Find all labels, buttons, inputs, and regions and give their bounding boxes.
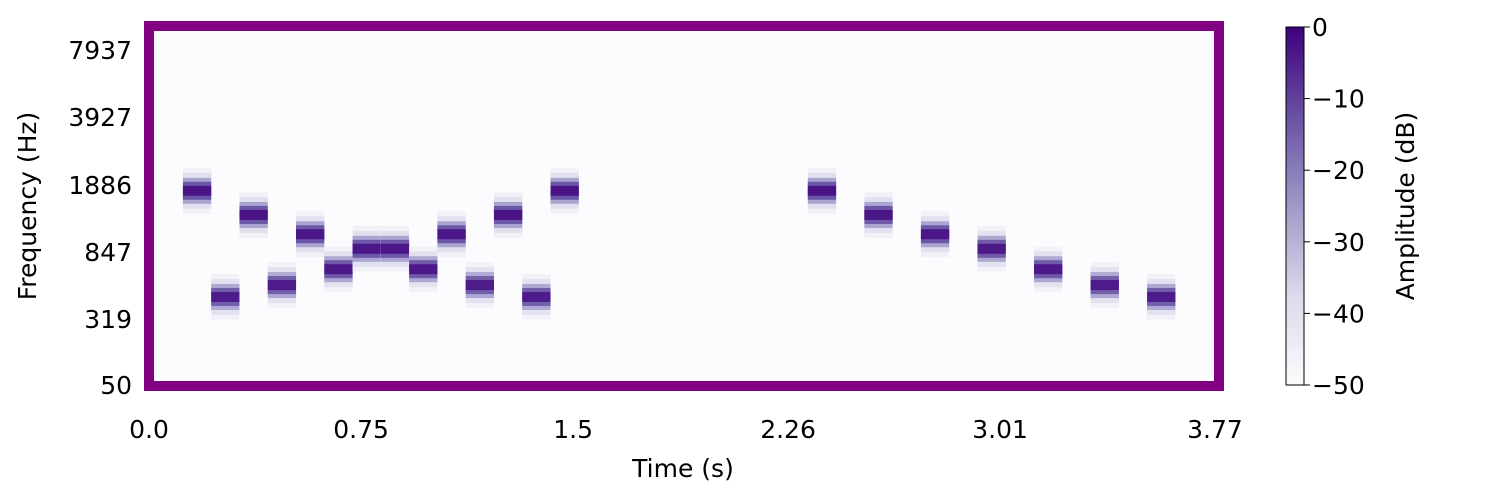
note-blob (977, 225, 1006, 272)
note-blob (465, 262, 494, 309)
colorbar-tick-label: −10 (1312, 85, 1365, 114)
note-blob (267, 262, 297, 309)
y-tick-label: 3927 (68, 103, 132, 132)
colorbar-ticks: 0 −10 −20 −30 −40 −50 (1304, 13, 1365, 400)
note-blob (352, 225, 381, 272)
note-energy-band (522, 291, 551, 302)
note-energy-band (296, 229, 325, 240)
colorbar-tick-label: 0 (1312, 13, 1328, 42)
note-energy-band (550, 185, 579, 196)
note-blob (211, 273, 240, 320)
note-energy-band (493, 209, 523, 220)
y-tick-label: 847 (84, 238, 132, 267)
note-blob (1090, 262, 1119, 309)
note-blob (807, 167, 837, 214)
note-energy-band (409, 264, 438, 275)
note-blob (1147, 273, 1176, 320)
note-blob (182, 167, 212, 214)
y-tick-label: 7937 (68, 36, 132, 65)
x-axis-ticks: 0.0 0.75 1.5 2.26 3.01 3.77 (129, 415, 1243, 444)
y-axis-label: Frequency (Hz) (13, 112, 42, 301)
note-energy-band (465, 280, 494, 291)
note-energy-band (1090, 280, 1119, 291)
note-energy-band (211, 291, 240, 302)
x-tick-label: 3.77 (1187, 415, 1243, 444)
note-energy-band (239, 209, 268, 220)
note-energy-band (1034, 264, 1063, 275)
x-tick-label: 0.75 (333, 415, 389, 444)
note-energy-band (352, 243, 381, 254)
x-tick-label: 3.01 (972, 415, 1028, 444)
note-energy-band (864, 209, 893, 220)
note-energy-band (920, 229, 950, 240)
spectrogram-notes (182, 167, 1176, 320)
note-energy-band (324, 264, 353, 275)
note-energy-band (1147, 291, 1176, 302)
note-blob (550, 167, 579, 214)
note-blob (920, 211, 950, 258)
note-energy-band (977, 243, 1006, 254)
note-blob (409, 246, 438, 293)
colorbar-tick-label: −30 (1312, 228, 1365, 257)
x-tick-label: 0.0 (129, 415, 169, 444)
note-blob (324, 246, 353, 293)
plot-background (149, 26, 1219, 386)
colorbar-tick-label: −40 (1312, 299, 1365, 328)
colorbar (1285, 26, 1305, 386)
note-energy-band (380, 243, 410, 254)
y-tick-label: 50 (100, 371, 132, 400)
colorbar-label: Amplitude (dB) (1391, 112, 1420, 301)
y-axis-ticks: 50 319 847 1886 3927 7937 (68, 36, 132, 400)
note-energy-band (182, 185, 212, 196)
x-tick-label: 1.5 (553, 415, 593, 444)
x-tick-label: 2.26 (760, 415, 816, 444)
plot-frame (144, 21, 1224, 391)
note-blob (239, 191, 268, 238)
note-blob (864, 191, 893, 238)
note-blob (1034, 246, 1063, 293)
note-energy-band (807, 185, 837, 196)
y-tick-label: 319 (84, 305, 132, 334)
y-tick-label: 1886 (68, 171, 132, 200)
note-blob (380, 225, 410, 272)
note-blob (522, 273, 551, 320)
note-energy-band (437, 229, 466, 240)
note-blob (493, 191, 523, 238)
x-axis-label: Time (s) (631, 454, 734, 483)
colorbar-tick-label: −50 (1312, 371, 1365, 400)
note-energy-band (267, 280, 297, 291)
note-blob (296, 211, 325, 258)
note-blob (437, 211, 466, 258)
colorbar-tick-label: −20 (1312, 156, 1365, 185)
